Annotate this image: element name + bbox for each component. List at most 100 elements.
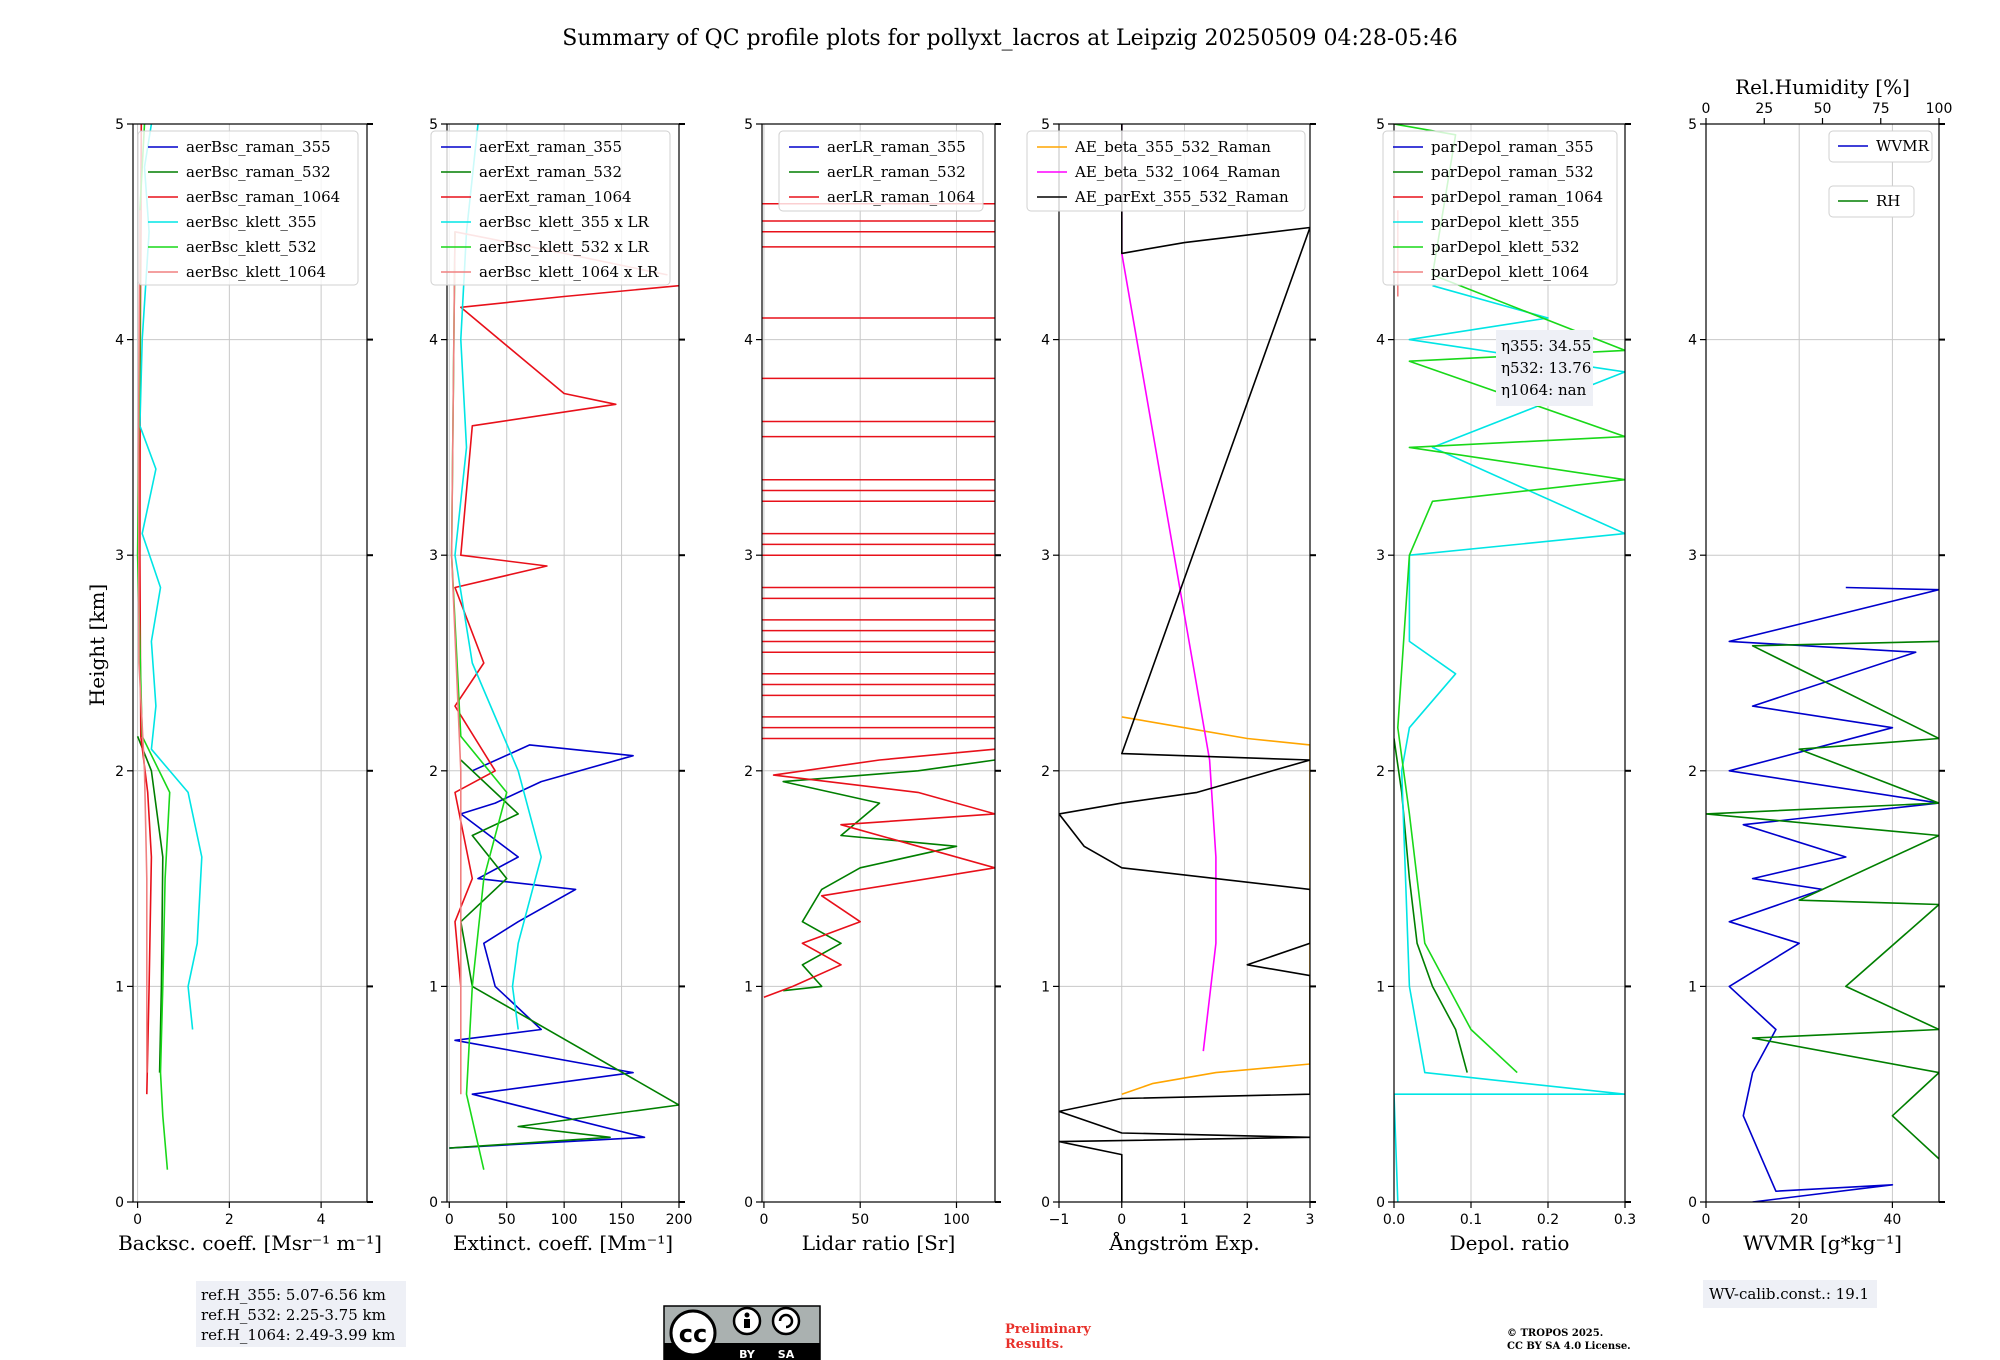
series-line-ae-parext-355-532-raman [1059, 124, 1310, 1202]
y-tick-label: 3 [1376, 548, 1385, 564]
y-tick-label: 4 [115, 333, 124, 349]
x-tick-label: 0 [133, 1212, 142, 1228]
y-tick-label: 2 [115, 764, 124, 780]
wv-calib-text: WV-calib.const.: 19.1 [1709, 1285, 1869, 1303]
panel-1: 0 2 4 0 1 2 3 4 5 Backsc. coeff. [Msr⁻¹ m⁻¹] aerBs… [115, 117, 382, 1255]
ref-height-1064: ref.H_1064: 2.49-3.99 km [201, 1326, 395, 1344]
x-tick-label: 0.0 [1383, 1212, 1405, 1228]
eta-value: η532: 13.76 [1501, 359, 1591, 377]
y-tick-label: 5 [1688, 117, 1697, 133]
y-tick-label: 5 [744, 117, 753, 133]
legend-label: aerBsc_klett_1064 x LR [479, 263, 659, 281]
axes-frame [1705, 123, 1940, 1203]
series-line-aerbsc-raman-532 [136, 736, 164, 1073]
plot-area [449, 124, 679, 1170]
legend-label: parDepol_klett_355 [1431, 213, 1580, 231]
legend: aerExt_raman_355 aerExt_raman_532 aerExt_r… [430, 130, 671, 286]
legend-box [1026, 130, 1306, 212]
x-tick-label: 0 [1117, 1212, 1126, 1228]
top-x-tick-label: 0 [1702, 101, 1711, 117]
x-tick-label: 200 [666, 1212, 693, 1228]
y-tick-label: 0 [115, 1195, 124, 1211]
series-line-aerext-raman-355 [449, 744, 646, 1149]
ref-height-355: ref.H_355: 5.07-6.56 km [201, 1286, 386, 1304]
sa-icon [771, 1306, 801, 1336]
series-line-aerlr-raman-1064 [763, 748, 995, 998]
series-line-aerext-raman-532 [449, 759, 679, 1149]
panel-5: 0.0 0.1 0.2 0.3 0 1 2 3 4 5 Depol. ratio parDepol_r… [1376, 117, 1636, 1255]
y-tick-label: 0 [1041, 1195, 1050, 1211]
legend: WVMR RH [1828, 130, 1933, 218]
top-x-tick-label: 50 [1814, 101, 1832, 117]
legend-label: AE_beta_355_532_Raman [1074, 138, 1271, 156]
legend: parDepol_raman_355 parDepol_raman_532 parD… [1382, 130, 1618, 286]
y-tick-label: 3 [429, 548, 438, 564]
ref-height-532: ref.H_532: 2.25-3.75 km [201, 1306, 386, 1324]
series-line-pardepol-raman-532 [1394, 738, 1468, 1073]
eta-box: η355: 34.55 η532: 13.76 η1064: nan [1496, 330, 1593, 406]
legend-label: parDepol_raman_355 [1431, 138, 1594, 156]
legend-label: RH [1876, 192, 1900, 210]
legend-label: aerBsc_raman_1064 [186, 188, 340, 206]
plot-area [1394, 124, 1625, 1202]
plot-area [762, 203, 995, 998]
legend-label: aerBsc_klett_532 [186, 238, 317, 256]
y-tick-label: 5 [115, 117, 124, 133]
figure-title: Summary of QC profile plots for pollyxt_… [562, 26, 1457, 51]
axes-frame [1393, 123, 1626, 1203]
legend-box [1828, 130, 1933, 163]
x-tick-label: 2 [225, 1212, 234, 1228]
x-tick-label: 50 [851, 1212, 869, 1228]
y-tick-label: 0 [429, 1195, 438, 1211]
series-line-aerbsc-klett-355 [139, 124, 203, 1030]
y-tick-label: 1 [1041, 979, 1050, 995]
plot-area [1706, 586, 1939, 1202]
legend-label: parDepol_klett_532 [1431, 238, 1580, 256]
y-tick-label: 5 [1376, 117, 1385, 133]
x-axis-label: Lidar ratio [Sr] [802, 1231, 956, 1255]
y-tick-label: 3 [1041, 548, 1050, 564]
panel-2: 0 50 100 150 200 0 1 2 3 4 5 Extinct. coeff. [Mm⁻¹]… [429, 117, 692, 1255]
legend-label: aerBsc_klett_355 x LR [479, 213, 650, 231]
y-tick-label: 5 [1041, 117, 1050, 133]
x-tick-label: 50 [498, 1212, 516, 1228]
y-tick-label: 4 [744, 333, 753, 349]
badge-by-label: BY [739, 1348, 756, 1360]
panels: 0 2 4 0 1 2 3 4 5 Backsc. coeff. [Msr⁻¹ m⁻¹] aerBs… [115, 75, 1952, 1255]
preliminary-line-1: Preliminary [1005, 1322, 1091, 1337]
y-axis-label: Height [km] [85, 584, 109, 706]
series-line-ae-beta-355-532-raman [1121, 716, 1310, 1095]
svg-text:cc: cc [679, 1320, 707, 1348]
legend: aerLR_raman_355 aerLR_raman_532 aerLR_rama… [778, 130, 984, 212]
legend-label: aerExt_raman_532 [479, 163, 622, 181]
legend: AE_beta_355_532_Raman AE_beta_532_1064_Ra… [1026, 130, 1306, 212]
copyright-line-2: CC BY SA 4.0 License. [1507, 1341, 1631, 1352]
x-axis-label: Ångström Exp. [1108, 1230, 1259, 1255]
y-tick-label: 4 [1041, 333, 1050, 349]
series-line-aerlr-raman-532 [782, 759, 995, 992]
x-tick-label: 0 [759, 1212, 768, 1228]
y-tick-label: 3 [1688, 548, 1697, 564]
eta-value: η1064: nan [1501, 381, 1587, 399]
y-tick-label: 2 [1688, 764, 1697, 780]
legend-box [137, 130, 359, 286]
x-axis-label: Backsc. coeff. [Msr⁻¹ m⁻¹] [118, 1231, 382, 1255]
panel-6: 0 20 40 0 1 2 3 4 5 WVMR [g*kg⁻¹] 0 25 50 75 100 Rel.Hu… [1688, 75, 1952, 1255]
series-line-pardepol-klett-532 [1394, 124, 1625, 1074]
x-tick-label: 3 [1306, 1212, 1315, 1228]
eta-box-bg [1496, 330, 1593, 406]
legend-label: aerExt_raman_355 [479, 138, 622, 156]
legend-label: aerExt_raman_1064 [479, 188, 632, 206]
legend-box [430, 130, 671, 286]
y-tick-label: 1 [744, 979, 753, 995]
top-x-tick-label: 25 [1755, 101, 1773, 117]
eta-value: η355: 34.55 [1501, 337, 1591, 355]
x-axis-label: Extinct. coeff. [Mm⁻¹] [453, 1231, 673, 1255]
top-x-tick-label: 100 [1926, 101, 1953, 117]
y-tick-label: 1 [429, 979, 438, 995]
series-line-aerbsc-klett-532-x-lr [450, 231, 508, 1170]
y-tick-label: 3 [744, 548, 753, 564]
series-line-rh [1706, 640, 1939, 1160]
